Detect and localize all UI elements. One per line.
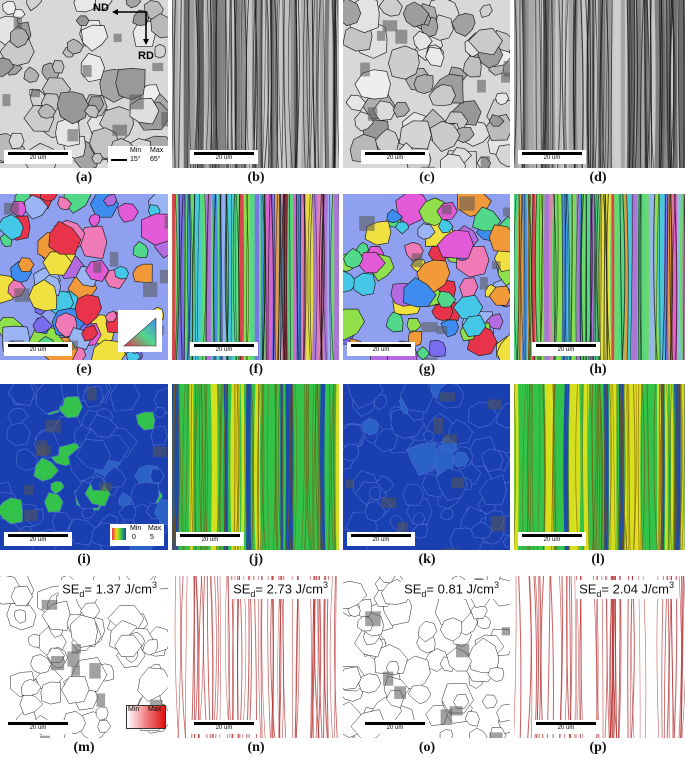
scale-bar: 20 um bbox=[176, 532, 244, 546]
scale-bar: 20 um bbox=[4, 150, 72, 164]
panel-e-ipf-map: 20 um bbox=[0, 194, 168, 360]
panel-a-grain-boundary-map: ND RD Min Max 15° 65° 20 um bbox=[0, 0, 168, 168]
legend-min-label: Min bbox=[130, 147, 142, 154]
panel-f-ipf-map: 20 um bbox=[172, 194, 339, 360]
se-min-label: Min bbox=[128, 706, 140, 713]
legend-min-value: 15° bbox=[130, 156, 141, 163]
caption-c: (c) bbox=[419, 170, 435, 185]
kam-min-value: 0 bbox=[132, 534, 136, 541]
caption-h: (h) bbox=[589, 362, 607, 377]
panel-k-kam-map: 20 um bbox=[343, 384, 510, 550]
caption-a: (a) bbox=[75, 170, 93, 185]
boundary-legend: Min Max 15° 65° bbox=[108, 146, 168, 168]
caption-d: (d) bbox=[589, 170, 607, 185]
caption-g: (g) bbox=[418, 362, 436, 377]
stored-energy-value: SEd= 1.37 J/cm3 bbox=[59, 580, 160, 599]
panel-m-stored-energy-map: SEd= 1.37 J/cm3 Min Max 20 um bbox=[0, 576, 168, 738]
kam-color-bar bbox=[112, 528, 126, 540]
scale-bar: 20 um bbox=[518, 532, 586, 546]
panel-j-kam-map: 20 um bbox=[172, 384, 339, 550]
nd-axis-label: ND bbox=[93, 2, 109, 14]
stored-energy-value: SEd= 2.73 J/cm3 bbox=[230, 580, 331, 599]
scale-bar: 20 um bbox=[190, 150, 258, 164]
scale-bar: 20 um bbox=[347, 532, 415, 546]
se-legend: Min Max bbox=[124, 704, 166, 730]
scale-bar-label: 20 um bbox=[29, 155, 47, 161]
scale-bar: 20 um bbox=[4, 720, 72, 734]
scale-bar-label: 20 um bbox=[386, 155, 404, 161]
scale-bar-label: 20 um bbox=[215, 725, 233, 731]
scale-bar-label: 20 um bbox=[372, 537, 390, 543]
kam-min-label: Min bbox=[130, 525, 142, 532]
scale-bar-label: 20 um bbox=[29, 537, 47, 543]
legend-max-value: 65° bbox=[150, 156, 161, 163]
caption-p: (p) bbox=[589, 740, 607, 755]
caption-k: (k) bbox=[418, 552, 436, 567]
scale-bar-label: 20 um bbox=[215, 155, 233, 161]
kam-max-value: 5 bbox=[150, 534, 154, 541]
scale-bar: 20 um bbox=[190, 720, 258, 734]
se-color-bar bbox=[126, 705, 166, 729]
panel-g-ipf-map: 20 um bbox=[343, 194, 510, 360]
panel-b-grain-boundary-map: 20 um bbox=[172, 0, 339, 168]
scale-bar-label: 20 um bbox=[543, 155, 561, 161]
scale-bar: 20 um bbox=[190, 342, 258, 356]
legend-line bbox=[111, 159, 127, 161]
panel-o-stored-energy-map: SEd= 0.81 J/cm3 20 um bbox=[343, 576, 510, 738]
caption-l: (l) bbox=[591, 552, 605, 567]
caption-n: (n) bbox=[247, 740, 265, 755]
scale-bar: 20 um bbox=[532, 720, 600, 734]
caption-f: (f) bbox=[249, 362, 263, 377]
scale-bar-label: 20 um bbox=[29, 347, 47, 353]
caption-m: (m) bbox=[73, 740, 95, 755]
caption-j: (j) bbox=[249, 552, 263, 567]
panel-i-kam-map: Min Max 0 5 20 um bbox=[0, 384, 168, 550]
caption-o: (o) bbox=[418, 740, 436, 755]
kam-max-label: Max bbox=[148, 525, 162, 532]
scale-bar: 20 um bbox=[518, 150, 586, 164]
caption-i: (i) bbox=[77, 552, 91, 567]
scale-bar-label: 20 um bbox=[201, 537, 219, 543]
panel-c-grain-boundary-map: 20 um bbox=[343, 0, 510, 168]
rd-axis-label: RD bbox=[138, 50, 154, 62]
scale-bar: 20 um bbox=[361, 150, 429, 164]
scale-bar-label: 20 um bbox=[29, 725, 47, 731]
scale-bar-label: 20 um bbox=[557, 725, 575, 731]
panel-d-grain-boundary-map: 20 um bbox=[514, 0, 685, 168]
scale-bar: 20 um bbox=[4, 532, 72, 546]
caption-e: (e) bbox=[76, 362, 92, 377]
scale-bar: 20 um bbox=[347, 342, 415, 356]
kam-legend: Min Max 0 5 bbox=[110, 524, 164, 546]
caption-b: (b) bbox=[247, 170, 265, 185]
scale-bar: 20 um bbox=[361, 720, 429, 734]
axes-arrows bbox=[110, 6, 150, 46]
scale-bar-label: 20 um bbox=[557, 347, 575, 353]
scale-bar-label: 20 um bbox=[215, 347, 233, 353]
panel-h-ipf-map: 20 um bbox=[514, 194, 685, 360]
scale-bar: 20 um bbox=[4, 342, 72, 356]
scale-bar: 20 um bbox=[532, 342, 600, 356]
scale-bar-label: 20 um bbox=[372, 347, 390, 353]
panel-n-stored-energy-map: SEd= 2.73 J/cm3 20 um bbox=[172, 576, 339, 738]
stored-energy-value: SEd= 0.81 J/cm3 bbox=[401, 580, 502, 599]
scale-bar-label: 20 um bbox=[543, 537, 561, 543]
ipf-triangle-legend bbox=[118, 310, 162, 352]
panel-l-kam-map: 20 um bbox=[514, 384, 685, 550]
scale-bar-label: 20 um bbox=[386, 725, 404, 731]
panel-p-stored-energy-map: SEd= 2.04 J/cm3 20 um bbox=[514, 576, 685, 738]
stored-energy-value: SEd= 2.04 J/cm3 bbox=[576, 580, 677, 599]
se-max-label: Max bbox=[148, 706, 162, 713]
legend-max-label: Max bbox=[150, 147, 164, 154]
